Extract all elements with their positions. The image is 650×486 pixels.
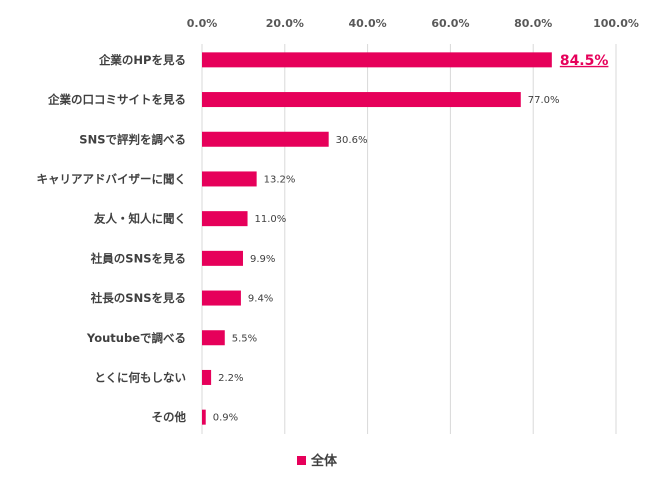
data-label-highlight: 84.5% <box>560 53 609 69</box>
bar <box>202 330 225 346</box>
x-tick-label: 100.0% <box>593 17 639 30</box>
bar <box>202 369 212 385</box>
data-labels: 84.5% 77.0% 30.6% 13.2% 11.0% 9.9% 9.4% 5.5% 2.2… <box>213 53 609 424</box>
bar <box>202 409 206 425</box>
bar <box>202 92 521 108</box>
category-label: その他 <box>152 410 187 424</box>
x-tick-label: 60.0% <box>431 17 469 30</box>
gridlines <box>201 44 617 434</box>
category-label: 社長のSNSを見る <box>90 291 186 305</box>
data-label: 2.2% <box>218 373 243 384</box>
x-tick-label: 0.0% <box>187 17 218 30</box>
data-label: 11.0% <box>255 214 287 225</box>
data-label: 5.5% <box>232 333 257 344</box>
legend-swatch <box>297 456 306 465</box>
x-tick-label: 20.0% <box>266 17 304 30</box>
bar <box>202 250 243 266</box>
category-label: 企業のHPを見る <box>98 53 186 67</box>
x-tick-label: 40.0% <box>349 17 387 30</box>
x-axis-ticks: 0.0% 20.0% 40.0% 60.0% 80.0% 100.0% <box>187 17 639 30</box>
data-label: 0.9% <box>213 413 238 424</box>
data-label: 30.6% <box>336 135 368 146</box>
data-label: 13.2% <box>264 174 296 185</box>
legend-label: 全体 <box>310 453 338 469</box>
data-label: 77.0% <box>528 95 560 106</box>
bar <box>202 52 552 68</box>
category-label: キャリアアドバイザーに聞く <box>37 172 187 186</box>
data-label: 9.4% <box>248 294 273 305</box>
bar <box>202 211 248 227</box>
bar <box>202 290 241 306</box>
category-label: 社員のSNSを見る <box>90 251 186 265</box>
bar <box>202 131 329 147</box>
category-label: Youtubeで調べる <box>86 331 186 345</box>
category-label: 友人・知人に聞く <box>94 212 186 226</box>
category-label: とくに何もしない <box>94 370 186 384</box>
data-label: 9.9% <box>250 254 275 265</box>
category-label: 企業の口コミサイトを見る <box>47 93 186 107</box>
x-tick-label: 80.0% <box>514 17 552 30</box>
bars <box>202 52 552 425</box>
category-label: SNSで評判を調べる <box>79 132 186 146</box>
legend: 全体 <box>297 453 338 469</box>
bar <box>202 171 257 187</box>
